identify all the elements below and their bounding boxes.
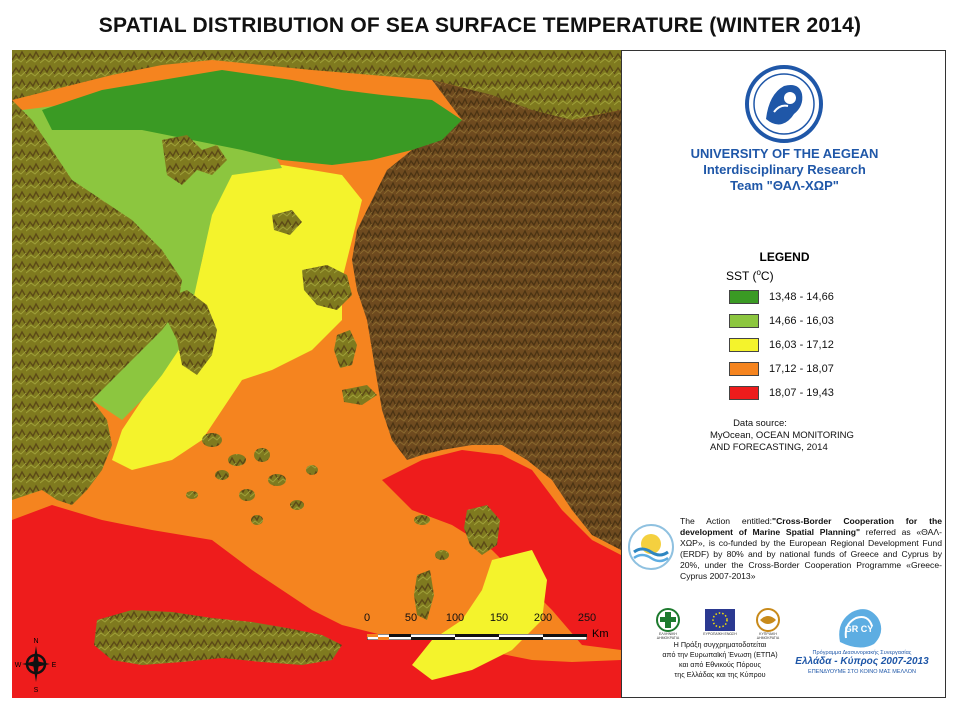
- legend-subtitle-suffix: C): [760, 269, 774, 283]
- action-intro: The Action entitled:: [680, 516, 773, 526]
- compass-n: N: [33, 638, 38, 645]
- legend-subtitle: SST (oC): [726, 268, 774, 283]
- legend-label: 17,12 - 18,07: [769, 363, 834, 375]
- compass-e: E: [52, 662, 57, 669]
- legend-subtitle-prefix: SST (: [726, 269, 757, 283]
- scale-bar-group: 0 50 100 150 200 250 Km: [355, 612, 609, 652]
- action-details: referred as «ΘΑΛ-ΧΩΡ», is co-funded by t…: [680, 527, 942, 581]
- land-crete: [94, 610, 342, 665]
- scale-unit: Km: [592, 628, 609, 640]
- info-panel: UNIVERSITY OF THE AEGEAN Interdisciplina…: [621, 50, 946, 698]
- cofunding-line-1: Η Πράξη συγχρηματοδοτείται: [673, 640, 767, 649]
- legend-item: 18,07 - 19,43: [729, 386, 834, 400]
- cyprus-caption: ΚΥΠΡΙΑΚΗ ΔΗΜΟΚΡΑΤΙΑ: [756, 632, 780, 640]
- funding-logos: [656, 608, 780, 632]
- sst-map[interactable]: [12, 50, 621, 698]
- action-description: The Action entitled:"Cross-Border Cooper…: [680, 516, 942, 582]
- legend-label: 18,07 - 19,43: [769, 387, 834, 399]
- eu-caption: ΕΥΡΩΠΑΪΚΗ ΕΝΩΣΗ: [703, 632, 737, 636]
- land-karpathos: [414, 570, 434, 620]
- legend-swatch: [729, 338, 759, 352]
- legend-swatch: [729, 290, 759, 304]
- legend-label: 13,48 - 14,66: [769, 291, 834, 303]
- land-kos: [414, 515, 430, 525]
- programme-name: Ελλάδα - Κύπρος 2007-2013: [795, 656, 929, 667]
- north-arrow-icon: N W E S: [15, 638, 57, 694]
- data-source-label: Data source:: [733, 418, 787, 429]
- land-rhodes: [464, 505, 500, 555]
- legend-title: LEGEND: [759, 250, 810, 264]
- scale-tick-label: 150: [489, 612, 509, 624]
- legend-label: 16,03 - 17,12: [769, 339, 834, 351]
- cofunding-line-4: της Ελλάδας και της Κύπρου: [674, 670, 766, 679]
- compass-s: S: [34, 687, 39, 694]
- land-lesbos: [302, 265, 352, 310]
- legend-swatch: [729, 386, 759, 400]
- scale-bar: [367, 634, 587, 640]
- land-north: [12, 50, 621, 120]
- programme-label: Πρόγραμμα Διασυνοριακής Συνεργασίας: [812, 650, 912, 656]
- cyprus-emblem-icon: [756, 608, 780, 632]
- land-samos: [342, 385, 377, 405]
- sea-hot-zone-east: [382, 450, 621, 650]
- legend-subtitle-degree: o: [756, 268, 761, 277]
- legend-item: 16,03 - 17,12: [729, 338, 834, 352]
- university-line-3: Team "ΘΑΛ-ΧΩΡ": [730, 178, 839, 193]
- sea-coldest-zone: [42, 70, 462, 165]
- land-euboea: [162, 290, 217, 375]
- sea-mid-zone-north: [112, 165, 362, 470]
- university-line-2: Interdisciplinary Research: [703, 162, 866, 177]
- land-tilos: [435, 550, 449, 560]
- greece-caption: ΕΛΛΗΝΙΚΗ ΔΗΜΟΚΡΑΤΙΑ: [656, 632, 680, 640]
- land-lemnos: [272, 210, 302, 235]
- legend-item: 17,12 - 18,07: [729, 362, 834, 376]
- university-name: UNIVERSITY OF THE AEGEAN Interdisciplina…: [622, 146, 947, 194]
- land-cyclades: [186, 433, 318, 525]
- land-turkey: [352, 80, 621, 550]
- legend-item: 14,66 - 16,03: [729, 314, 834, 328]
- university-coin-logo-icon: [745, 65, 823, 143]
- data-source-line-1: MyOcean, OCEAN MONITORING: [710, 430, 854, 441]
- greece-emblem-icon: [656, 608, 680, 632]
- programme-motto: ΕΠΕΝΔΥΟΥΜΕ ΣΤΟ ΚΟΙΝΟ ΜΑΣ ΜΕΛΛΟΝ: [808, 669, 916, 675]
- land-chios: [334, 330, 357, 368]
- map-title: SPATIAL DISTRIBUTION OF SEA SURFACE TEMP…: [98, 14, 862, 37]
- land-peloponnese: [12, 370, 112, 505]
- land-chalkidiki: [162, 135, 227, 185]
- cofunding-statement: Η Πράξη συγχρηματοδοτείται από την Ευρωπ…: [650, 640, 790, 680]
- legend-label: 14,66 - 16,03: [769, 315, 834, 327]
- grcy-programme-logo-icon: GR CY: [839, 609, 882, 648]
- cofunding-line-3: και από Εθνικούς Πόρους: [679, 660, 761, 669]
- scale-tick-label: 250: [577, 612, 597, 624]
- university-line-1: UNIVERSITY OF THE AEGEAN: [690, 146, 879, 161]
- data-source: Data source: MyOcean, OCEAN MONITORING A…: [710, 418, 940, 454]
- scale-tick-label: 100: [445, 612, 465, 624]
- scale-tick-label: 50: [404, 612, 418, 624]
- sea-mid-zone-southeast: [412, 550, 547, 680]
- thalchor-logo-icon: [628, 524, 674, 570]
- eu-flag-icon: [705, 609, 735, 631]
- grcy-logo-text: GR CY: [845, 624, 874, 634]
- cofunding-line-2: από την Ευρωπαϊκή Ένωση (ΕΤΠΑ): [662, 650, 778, 659]
- legend-swatch: [729, 314, 759, 328]
- data-source-line-2: AND FORECASTING, 2014: [710, 442, 828, 453]
- legend-item: 13,48 - 14,66: [729, 290, 834, 304]
- sst-map-canvas: [12, 50, 621, 698]
- action-title: "Cross-Border Cooperation for the develo…: [680, 516, 943, 537]
- legend-swatch: [729, 362, 759, 376]
- scale-tick-label: 0: [363, 612, 371, 624]
- scale-tick-label: 200: [533, 612, 553, 624]
- compass-w: W: [15, 662, 22, 669]
